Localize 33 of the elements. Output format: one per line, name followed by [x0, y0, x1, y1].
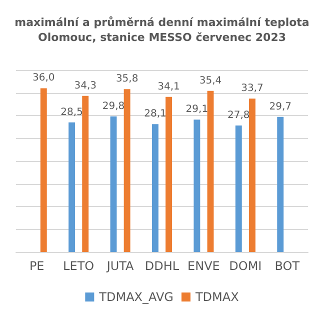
legend-label: TDMAX: [194, 290, 239, 304]
data-label: 28,1: [144, 108, 166, 120]
bar: [207, 90, 214, 252]
bar: [110, 116, 117, 252]
x-tick-label: LETO: [63, 259, 94, 273]
data-label: 35,8: [116, 74, 138, 85]
bar: [124, 89, 130, 252]
legend-label: TDMAX_AVG: [98, 290, 174, 304]
bar: [194, 120, 200, 252]
chart-title: maximální a průměrná denní maximální teplota: [14, 16, 310, 29]
data-label: 27,8: [228, 110, 250, 122]
data-label: 34,1: [158, 81, 180, 92]
x-tick-label: PE: [29, 259, 44, 273]
x-tick-label: BOT: [274, 259, 300, 273]
data-label: 29,7: [269, 101, 292, 112]
chart-subtitle: Olomouc, stanice MESSO červenec 2023: [38, 31, 286, 44]
x-tick-label: DDHL: [144, 259, 180, 273]
x-tick-label: JUTA: [106, 259, 135, 273]
data-label: 36,0: [32, 72, 55, 84]
bar: [152, 124, 158, 252]
bar: [248, 98, 256, 252]
bar: [82, 96, 89, 252]
x-tick-label: DOMI: [229, 259, 262, 273]
bar: [166, 96, 172, 252]
bar: [68, 122, 76, 252]
bar: [40, 88, 47, 252]
data-label: 35,4: [199, 75, 222, 86]
bar: [235, 126, 242, 252]
data-label: 33,7: [241, 83, 264, 94]
data-label: 34,3: [74, 80, 96, 92]
bar: [277, 116, 284, 252]
x-tick-label: ENVE: [188, 259, 220, 273]
data-label: 29,8: [102, 100, 125, 112]
